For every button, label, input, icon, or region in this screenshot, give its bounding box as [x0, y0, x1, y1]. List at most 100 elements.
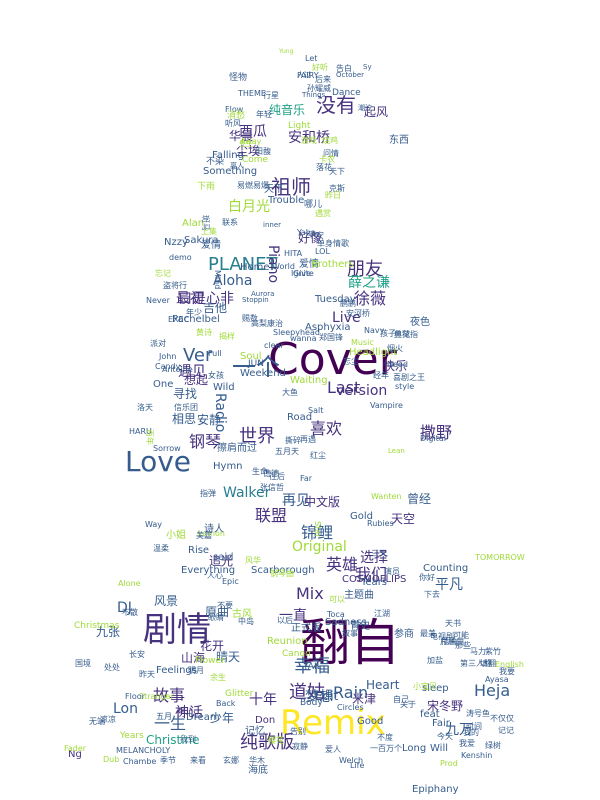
cloud-word: Alan: [182, 218, 205, 229]
cloud-word: 钢琴: [189, 432, 222, 451]
cloud-word: 年轻: [256, 110, 272, 119]
cloud-word: 田馥: [255, 147, 271, 156]
cloud-word: 第三人称: [460, 659, 492, 668]
cloud-word: 落花: [316, 163, 332, 172]
cloud-word: Gold: [350, 511, 373, 522]
cloud-word: 高梨康治: [251, 319, 283, 328]
cloud-word: Rain: [333, 683, 369, 702]
cloud-word: 不度: [377, 733, 393, 742]
cloud-word: 少年: [210, 711, 235, 725]
cloud-word: Heja: [474, 681, 511, 700]
cloud-word: 徐薇: [354, 289, 387, 308]
cloud-word: Far: [300, 474, 313, 483]
cloud-word: 找到: [180, 735, 196, 744]
cloud-word: Prod: [440, 759, 458, 768]
cloud-word: 下去: [424, 590, 440, 599]
cloud-word: 典狱: [394, 330, 410, 339]
cloud-word: 潮汐: [358, 104, 372, 112]
cloud-word: HARU: [129, 427, 152, 436]
cloud-word: COSMOFLIPS: [342, 574, 407, 585]
cloud-word: Star: [313, 521, 322, 538]
cloud-word: 游戏: [301, 136, 317, 145]
cloud-word: 遇赏: [315, 209, 331, 218]
cloud-word: Will: [430, 743, 449, 754]
cloud-word: 关于: [400, 700, 416, 709]
cloud-word: World: [272, 262, 295, 271]
cloud-word: 玄娜: [223, 756, 239, 765]
cloud-word: 红尘: [310, 451, 326, 460]
cloud-word: 吉他: [203, 301, 228, 315]
cloud-word: 行星: [263, 91, 279, 100]
cloud-word: 梦想: [305, 689, 333, 705]
cloud-word: Christmas: [74, 621, 120, 631]
cloud-word: 华木: [249, 756, 265, 765]
cloud-word: 东西: [389, 135, 409, 146]
cloud-word: 无端: [89, 717, 105, 726]
cloud-word: Heart: [366, 678, 400, 692]
cloud-word: 告别: [290, 727, 306, 736]
cloud-word: 好像: [298, 231, 323, 245]
cloud-word: 一百万个: [370, 744, 402, 753]
cloud-word: 华晨: [229, 129, 254, 143]
cloud-word: Circles: [337, 703, 364, 712]
cloud-word: Road: [287, 412, 313, 423]
cloud-word: 三天: [371, 549, 387, 558]
cloud-word: 记记: [498, 726, 514, 735]
cloud-word: Floor: [125, 692, 145, 701]
cloud-word: Welch: [339, 756, 364, 765]
cloud-word: Remix: [280, 703, 386, 743]
cloud-word: Feelings: [156, 665, 197, 676]
cloud-word: Home: [240, 262, 270, 273]
cloud-word: 大鱼: [282, 388, 298, 397]
cloud-word: 指弹: [200, 489, 216, 498]
cloud-word: 上集: [201, 227, 217, 236]
cloud-word: Rise: [188, 545, 210, 556]
cloud-word: 海底: [248, 765, 268, 776]
cloud-word: Come: [242, 155, 269, 165]
cloud-word: 世界: [239, 426, 275, 447]
cloud-word: 叙事: [342, 629, 358, 638]
cloud-word: 盗将行: [163, 281, 187, 290]
cloud-word: 樱花: [268, 736, 284, 745]
cloud-word: 忘记: [155, 269, 171, 278]
cloud-word: 爱人: [325, 745, 341, 754]
cloud-word: 天空: [391, 512, 416, 526]
cloud-word: 明月: [188, 666, 204, 675]
cloud-word: FAIRY: [297, 71, 319, 80]
cloud-word: 我的: [463, 728, 479, 737]
cloud-word: 马力: [470, 647, 486, 656]
cloud-word: Salt: [308, 406, 324, 415]
cloud-word: Body: [300, 698, 323, 708]
cloud-word: 不染: [206, 157, 225, 167]
cloud-word: Ignite: [291, 269, 314, 278]
cloud-word: 女孩: [208, 371, 224, 380]
cloud-word: Falling: [212, 150, 244, 161]
cloud-word: 最初: [176, 291, 204, 307]
cloud-word: 消愁: [227, 111, 246, 121]
cloud-word: Wild: [213, 382, 235, 393]
cloud-word: 电视剧: [430, 632, 454, 641]
cloud-word: Years: [120, 731, 144, 741]
cloud-word: 烟火: [387, 344, 403, 353]
cloud-word: 鹏鹏: [340, 299, 356, 308]
cloud-word: 兰花指: [394, 330, 418, 339]
cloud-word: Yaha: [297, 228, 316, 237]
cloud-word: inner: [263, 221, 282, 229]
cloud-word: Last: [327, 378, 361, 397]
cloud-word: Counting: [423, 563, 469, 574]
cloud-word: 片尾曲: [440, 637, 464, 646]
cloud-word: 故事: [153, 686, 186, 705]
cloud-word: Navy: [364, 326, 385, 335]
cloud-word: Music: [351, 338, 374, 347]
cloud-word: 喜欢: [310, 419, 343, 438]
cloud-word: 九万: [445, 722, 473, 738]
cloud-word: 我要: [499, 667, 515, 676]
cloud-word: 昨天: [139, 670, 155, 679]
cloud-word: Sakura: [184, 235, 219, 246]
cloud-word: 米津: [352, 692, 377, 706]
cloud-word: 生命: [252, 467, 268, 476]
cloud-word: Sorrow: [153, 444, 181, 453]
cloud-word: Original: [292, 539, 347, 555]
cloud-word: Walker: [223, 485, 271, 501]
cloud-word: demo: [169, 253, 192, 262]
